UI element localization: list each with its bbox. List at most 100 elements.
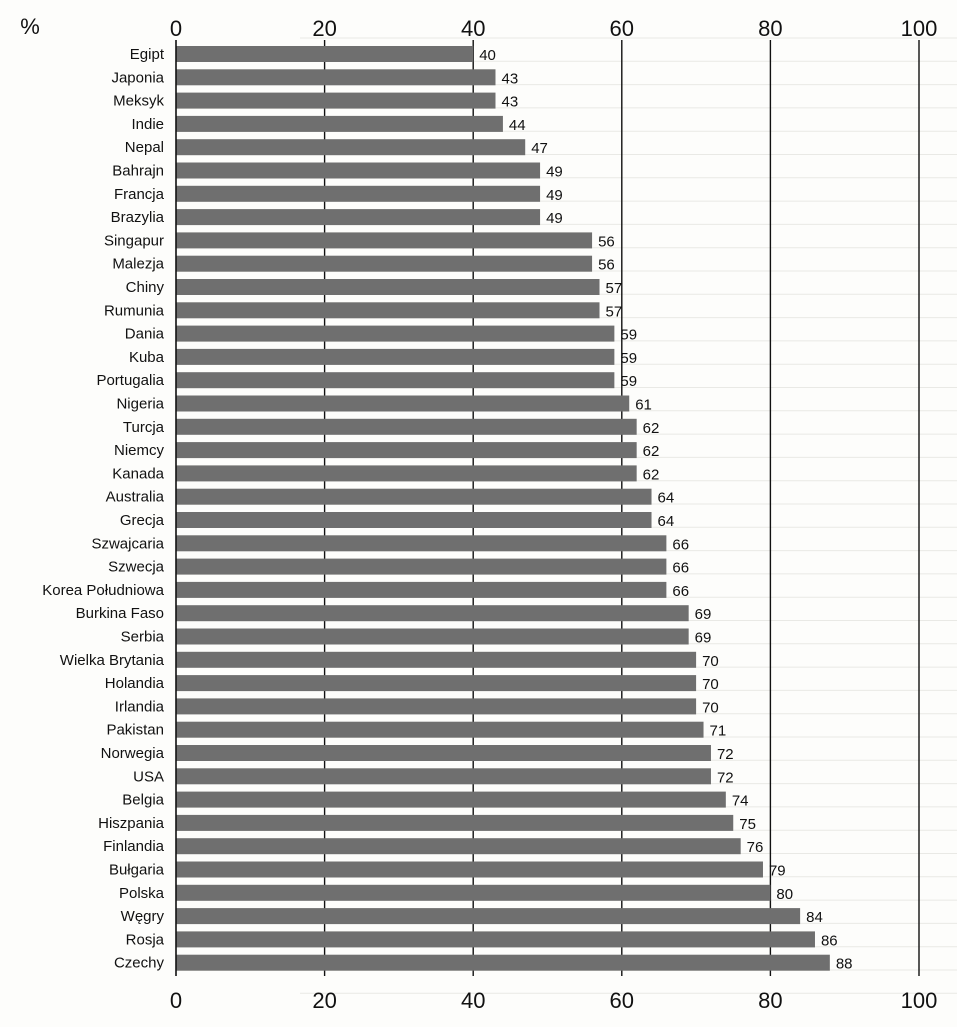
bar bbox=[176, 884, 771, 901]
bar bbox=[176, 92, 496, 109]
data-label: 66 bbox=[672, 536, 689, 553]
category-label: Malezja bbox=[112, 256, 164, 273]
data-label: 44 bbox=[509, 117, 526, 134]
data-label: 62 bbox=[643, 443, 660, 460]
bar bbox=[176, 698, 697, 715]
data-label: 59 bbox=[620, 373, 637, 390]
bar bbox=[176, 69, 496, 86]
bar bbox=[176, 209, 541, 226]
tick-label-top: 40 bbox=[461, 16, 485, 41]
category-label: Kuba bbox=[129, 349, 165, 366]
data-label: 75 bbox=[739, 816, 756, 833]
data-label: 62 bbox=[643, 420, 660, 437]
bar bbox=[176, 325, 615, 342]
category-label: Australia bbox=[106, 489, 165, 506]
category-label: Turcja bbox=[123, 419, 165, 436]
data-label: 62 bbox=[643, 466, 660, 483]
tick-label-top: 80 bbox=[758, 16, 782, 41]
data-label: 70 bbox=[702, 699, 719, 716]
category-label: Szwajcaria bbox=[91, 535, 164, 552]
data-label: 84 bbox=[806, 909, 823, 926]
bar bbox=[176, 745, 711, 761]
category-label: Meksyk bbox=[113, 93, 164, 110]
data-label: 72 bbox=[717, 769, 734, 786]
category-label: Kanada bbox=[112, 465, 164, 482]
data-label: 80 bbox=[776, 886, 793, 903]
bar bbox=[176, 791, 726, 808]
category-label: Serbia bbox=[121, 629, 165, 646]
tick-label-top: 20 bbox=[312, 16, 336, 41]
bar bbox=[176, 162, 541, 179]
category-label: Portugalia bbox=[96, 372, 164, 389]
bar bbox=[176, 721, 704, 738]
bar bbox=[176, 581, 667, 598]
bar bbox=[176, 675, 697, 692]
data-label: 72 bbox=[717, 746, 734, 763]
bar bbox=[176, 255, 593, 272]
category-label: Indie bbox=[131, 116, 164, 133]
bar bbox=[176, 418, 637, 435]
data-label: 70 bbox=[702, 676, 719, 693]
bar bbox=[176, 908, 801, 925]
data-label: 47 bbox=[531, 140, 548, 157]
category-label: Nepal bbox=[125, 139, 164, 156]
data-label: 61 bbox=[635, 397, 652, 414]
data-label: 56 bbox=[598, 233, 615, 250]
bar bbox=[176, 535, 667, 552]
unit-label: % bbox=[20, 14, 40, 39]
bar bbox=[176, 488, 652, 505]
bars bbox=[176, 46, 830, 971]
grid-lines bbox=[323, 40, 920, 976]
category-label: Dania bbox=[125, 326, 165, 343]
bar bbox=[176, 232, 593, 249]
data-label: 66 bbox=[672, 583, 689, 600]
category-label: Singapur bbox=[104, 232, 164, 249]
bar bbox=[176, 115, 503, 132]
category-label: Niemcy bbox=[114, 442, 165, 459]
data-label: 79 bbox=[769, 863, 786, 880]
category-label: Grecja bbox=[120, 512, 165, 529]
category-label: Egipt bbox=[130, 46, 165, 63]
tick-label-bottom: 0 bbox=[170, 988, 182, 1013]
data-label: 43 bbox=[501, 70, 518, 87]
category-label: Wielka Brytania bbox=[60, 652, 165, 669]
data-label: 70 bbox=[702, 653, 719, 670]
data-label: 43 bbox=[501, 94, 518, 111]
data-label: 66 bbox=[672, 560, 689, 577]
bar bbox=[176, 954, 830, 971]
category-label: Szwecja bbox=[108, 559, 165, 576]
bar bbox=[176, 465, 637, 482]
data-label: 69 bbox=[695, 606, 712, 623]
category-label: Chiny bbox=[126, 279, 165, 296]
labels: 0 0 20 20 40 40 60 60 80 80 100 100 Egipt 40 Japonia 43… bbox=[42, 16, 937, 1013]
data-label: 57 bbox=[606, 280, 623, 297]
bar bbox=[176, 651, 697, 668]
data-label: 49 bbox=[546, 187, 563, 204]
bar bbox=[176, 348, 615, 365]
category-label: Brazylia bbox=[111, 209, 165, 226]
tick-label-bottom: 80 bbox=[758, 988, 782, 1013]
data-label: 49 bbox=[546, 164, 563, 181]
bar bbox=[176, 768, 711, 785]
category-label: Rumunia bbox=[104, 302, 165, 319]
bar bbox=[176, 558, 667, 575]
bar bbox=[176, 395, 630, 412]
tick-label-bottom: 60 bbox=[610, 988, 634, 1013]
data-label: 49 bbox=[546, 210, 563, 227]
category-label: Polska bbox=[119, 885, 165, 902]
tick-label-bottom: 20 bbox=[312, 988, 336, 1013]
data-label: 64 bbox=[658, 513, 675, 530]
bar bbox=[176, 302, 600, 319]
data-label: 40 bbox=[479, 47, 496, 64]
data-label: 74 bbox=[732, 793, 749, 810]
category-label: Finlandia bbox=[103, 838, 165, 855]
category-label: USA bbox=[133, 768, 164, 785]
bar bbox=[176, 605, 689, 622]
bar bbox=[176, 442, 637, 459]
bar bbox=[176, 372, 615, 389]
category-label: Bułgaria bbox=[109, 862, 165, 879]
category-label: Holandia bbox=[105, 675, 165, 692]
category-label: Francja bbox=[114, 186, 165, 203]
category-label: Rosja bbox=[126, 931, 165, 948]
